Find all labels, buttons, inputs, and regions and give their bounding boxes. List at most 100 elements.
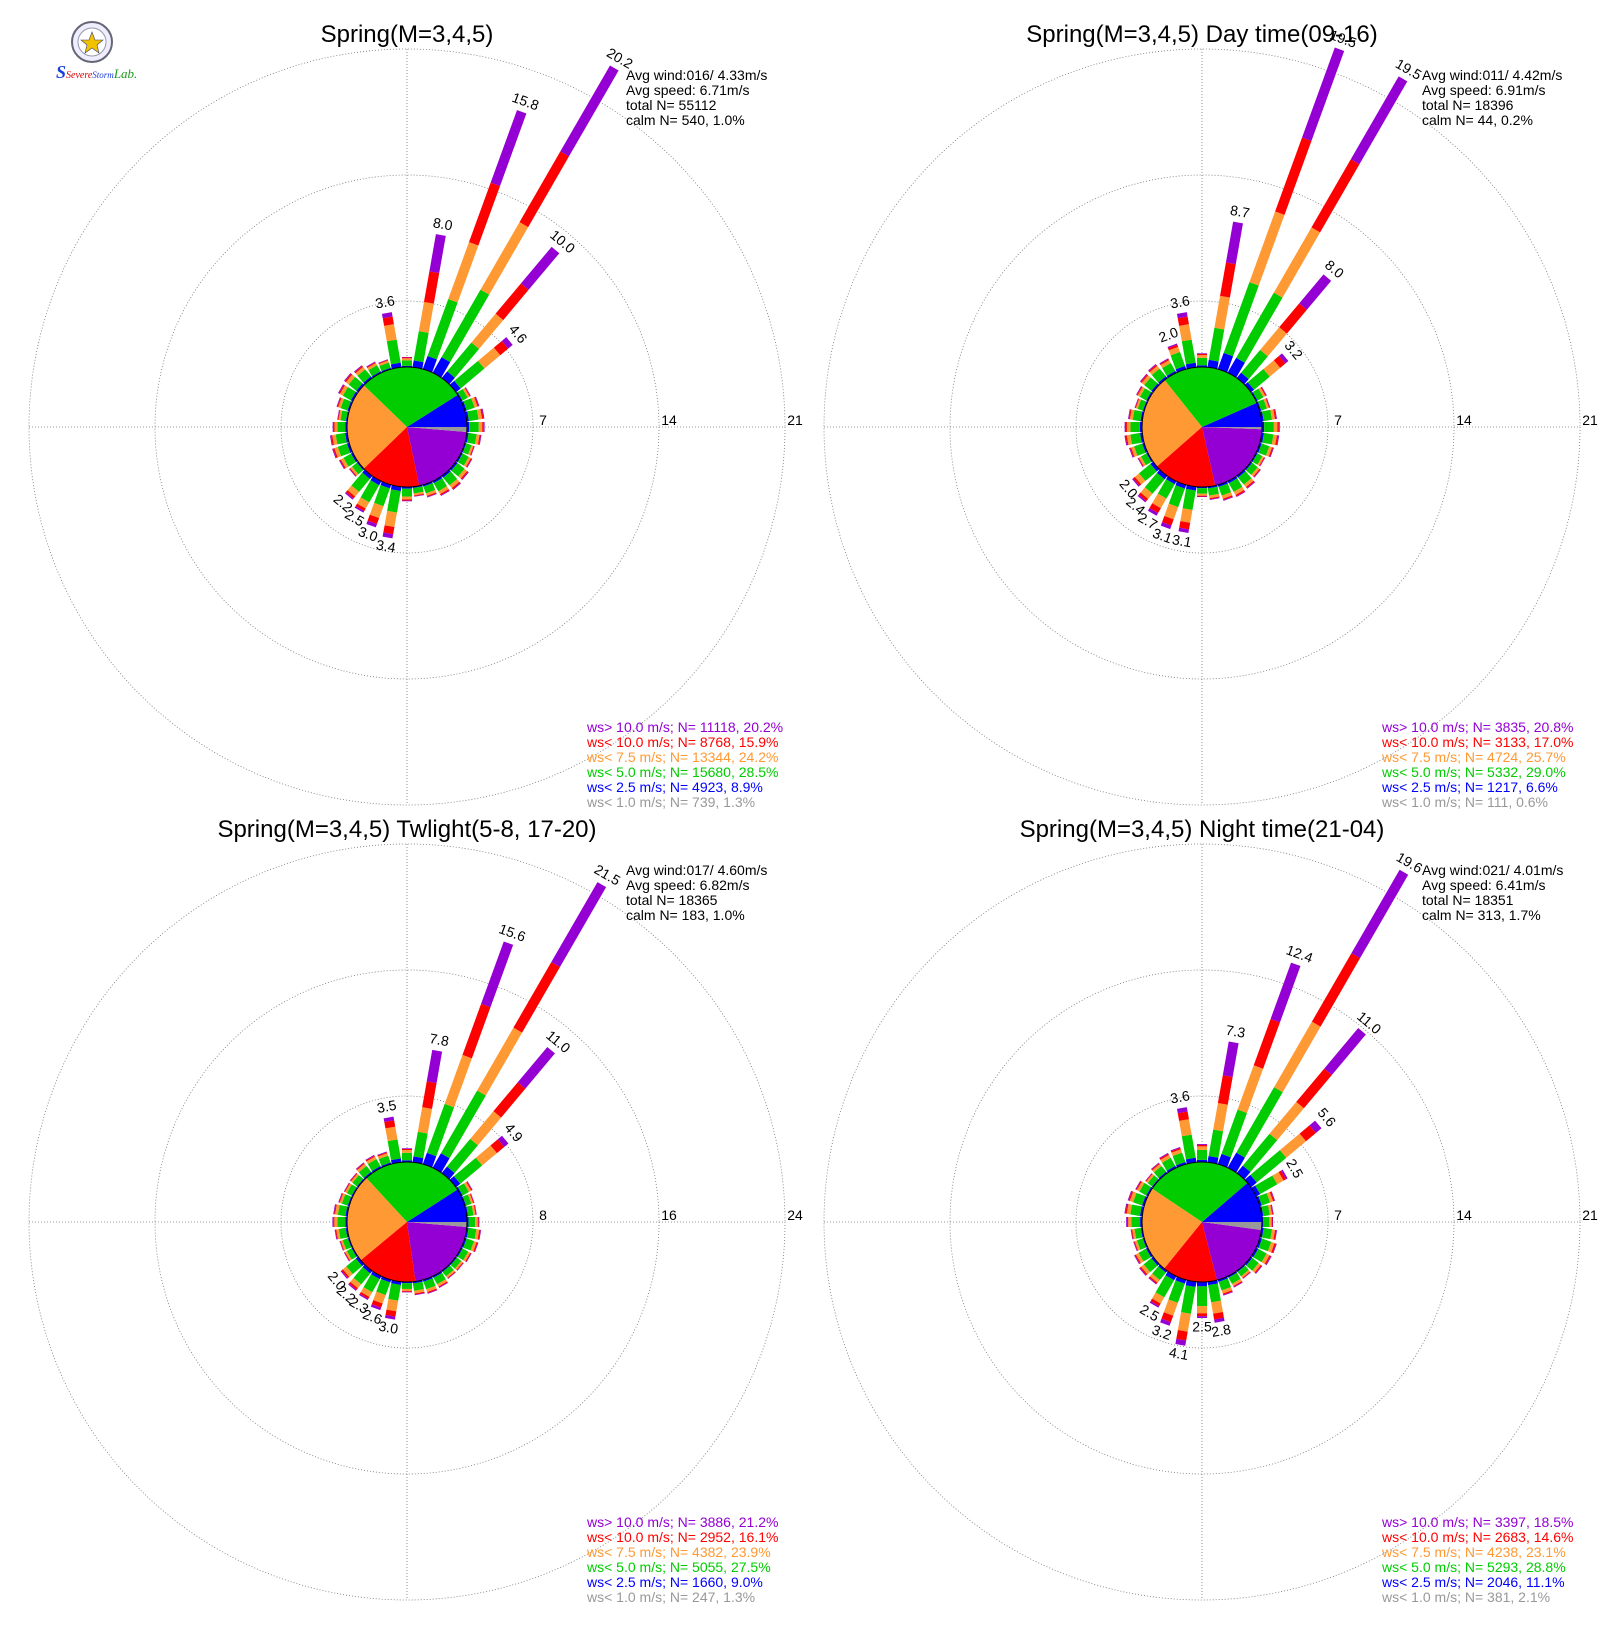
bar-segment xyxy=(382,316,394,326)
bar-segment xyxy=(1261,1205,1270,1217)
bar-segment xyxy=(337,422,346,432)
bar-dir-10 xyxy=(412,1049,443,1164)
bar-segment xyxy=(1271,1204,1274,1215)
bar-dir-0 xyxy=(402,357,412,367)
bar-segment xyxy=(449,1176,461,1188)
bar-segment xyxy=(341,1194,352,1206)
bar-segment xyxy=(1261,386,1267,396)
bar-segment xyxy=(1269,1101,1304,1141)
bar-segment xyxy=(457,1248,469,1261)
legend-entry: ws< 1.0 m/s; N= 381, 2.1% xyxy=(1381,1589,1550,1605)
panel-title: Spring(M=3,4,5) xyxy=(321,21,494,48)
bar-segment xyxy=(497,1135,509,1147)
bar-segment xyxy=(1134,1255,1140,1265)
bar-segment xyxy=(380,481,392,489)
bar-segment xyxy=(1272,1172,1284,1185)
bar-segment xyxy=(1151,368,1166,383)
bar-segment xyxy=(1175,365,1187,373)
bar-segment xyxy=(1138,1248,1151,1262)
bar-segment xyxy=(1275,435,1279,446)
pie-slice xyxy=(1142,380,1202,467)
bar-segment xyxy=(350,1277,362,1289)
bar-segment xyxy=(1270,962,1301,1023)
pie-outline xyxy=(1141,366,1263,488)
bar-segment xyxy=(422,481,433,487)
bar-segment xyxy=(344,1182,351,1192)
pie-outline xyxy=(1141,1161,1263,1283)
bar-segment xyxy=(402,1148,412,1149)
bar-segment xyxy=(381,312,393,319)
bar-segment xyxy=(338,384,344,394)
bar-segment xyxy=(1271,1243,1276,1253)
bar-segment xyxy=(1151,1162,1160,1170)
bar-segment xyxy=(377,1152,388,1157)
bar-dir-300 xyxy=(1136,386,1153,402)
bar-segment xyxy=(477,1027,523,1096)
bar-segment xyxy=(1177,316,1189,326)
stats-line: Avg wind:017/ 4.60m/s xyxy=(626,862,767,878)
bar-segment xyxy=(367,362,378,371)
bar-segment xyxy=(474,1242,479,1253)
bar-segment xyxy=(1133,1241,1139,1251)
bar-segment xyxy=(1124,1203,1128,1214)
wind-rose-panel-3: Spring(M=3,4,5) Twlight(5-8, 17-20) 8 16 24… xyxy=(28,816,803,1605)
bar-segment xyxy=(402,1148,412,1151)
bar-segment xyxy=(467,1193,474,1204)
bar-segment xyxy=(385,1314,396,1320)
bar-dir-160 xyxy=(1217,1276,1233,1296)
bar-segment xyxy=(1139,432,1144,443)
bar-segment xyxy=(451,463,465,477)
bar-dir-120 xyxy=(1251,452,1266,467)
bar-segment xyxy=(338,1192,343,1203)
bar-segment xyxy=(1311,159,1360,233)
bar-segment xyxy=(1179,1119,1192,1137)
bar-segment xyxy=(1143,1258,1158,1273)
bar-dir-30 xyxy=(1227,869,1409,1173)
wind-rose-panel-4: Spring(M=3,4,5) Night time(21-04) 7 14 21 7.… xyxy=(823,816,1598,1605)
bar-segment xyxy=(346,1258,363,1275)
bar-segment xyxy=(1126,434,1132,446)
legend-entry: ws< 10.0 m/s; N= 2683, 14.6% xyxy=(1381,1529,1573,1545)
bar-segment xyxy=(467,1181,473,1191)
stats-line: Avg speed: 6.41m/s xyxy=(1422,877,1545,893)
bar-segment xyxy=(465,411,470,422)
bar-segment xyxy=(1152,493,1167,509)
bar-segment xyxy=(465,458,472,468)
bar-segment xyxy=(1149,365,1160,376)
bar-segment xyxy=(1170,1147,1181,1152)
pie-slice xyxy=(1202,1222,1262,1231)
pie-outline xyxy=(346,366,468,488)
bar-segment xyxy=(1177,1312,1191,1332)
bar-segment xyxy=(460,470,469,480)
bar-segment xyxy=(471,1205,476,1216)
bar-segment xyxy=(1273,227,1321,298)
bar-segment xyxy=(482,422,484,432)
bar-segment xyxy=(383,525,395,535)
bar-segment xyxy=(1217,1153,1231,1168)
bar-segment xyxy=(402,1288,412,1292)
bar-segment xyxy=(345,1251,352,1261)
bar-dir-260 xyxy=(334,1227,349,1240)
bar-segment xyxy=(1131,446,1138,457)
bar-dir-20 xyxy=(422,110,527,373)
bar-dir-220 xyxy=(1148,1264,1168,1285)
bar-segment xyxy=(1279,303,1307,334)
bar-segment xyxy=(441,289,490,363)
ring-circle xyxy=(280,300,534,554)
bar-segment xyxy=(402,357,412,358)
bar-dir-190 xyxy=(382,485,402,539)
bar-segment xyxy=(473,1205,477,1215)
bar-segment xyxy=(402,358,412,361)
bar-segment xyxy=(1228,1272,1241,1284)
bar-segment xyxy=(1138,463,1157,482)
pie-slice xyxy=(1202,402,1262,427)
bar-segment xyxy=(1197,487,1207,489)
bar-segment xyxy=(350,1173,358,1182)
bar-segment xyxy=(387,1139,401,1161)
bar-segment xyxy=(1274,1021,1321,1093)
bar-segment xyxy=(1242,1271,1251,1279)
bar-segment xyxy=(465,1252,472,1262)
bar-segment xyxy=(1128,409,1132,420)
bar-segment xyxy=(339,1241,344,1251)
bar-segment xyxy=(1207,486,1219,496)
